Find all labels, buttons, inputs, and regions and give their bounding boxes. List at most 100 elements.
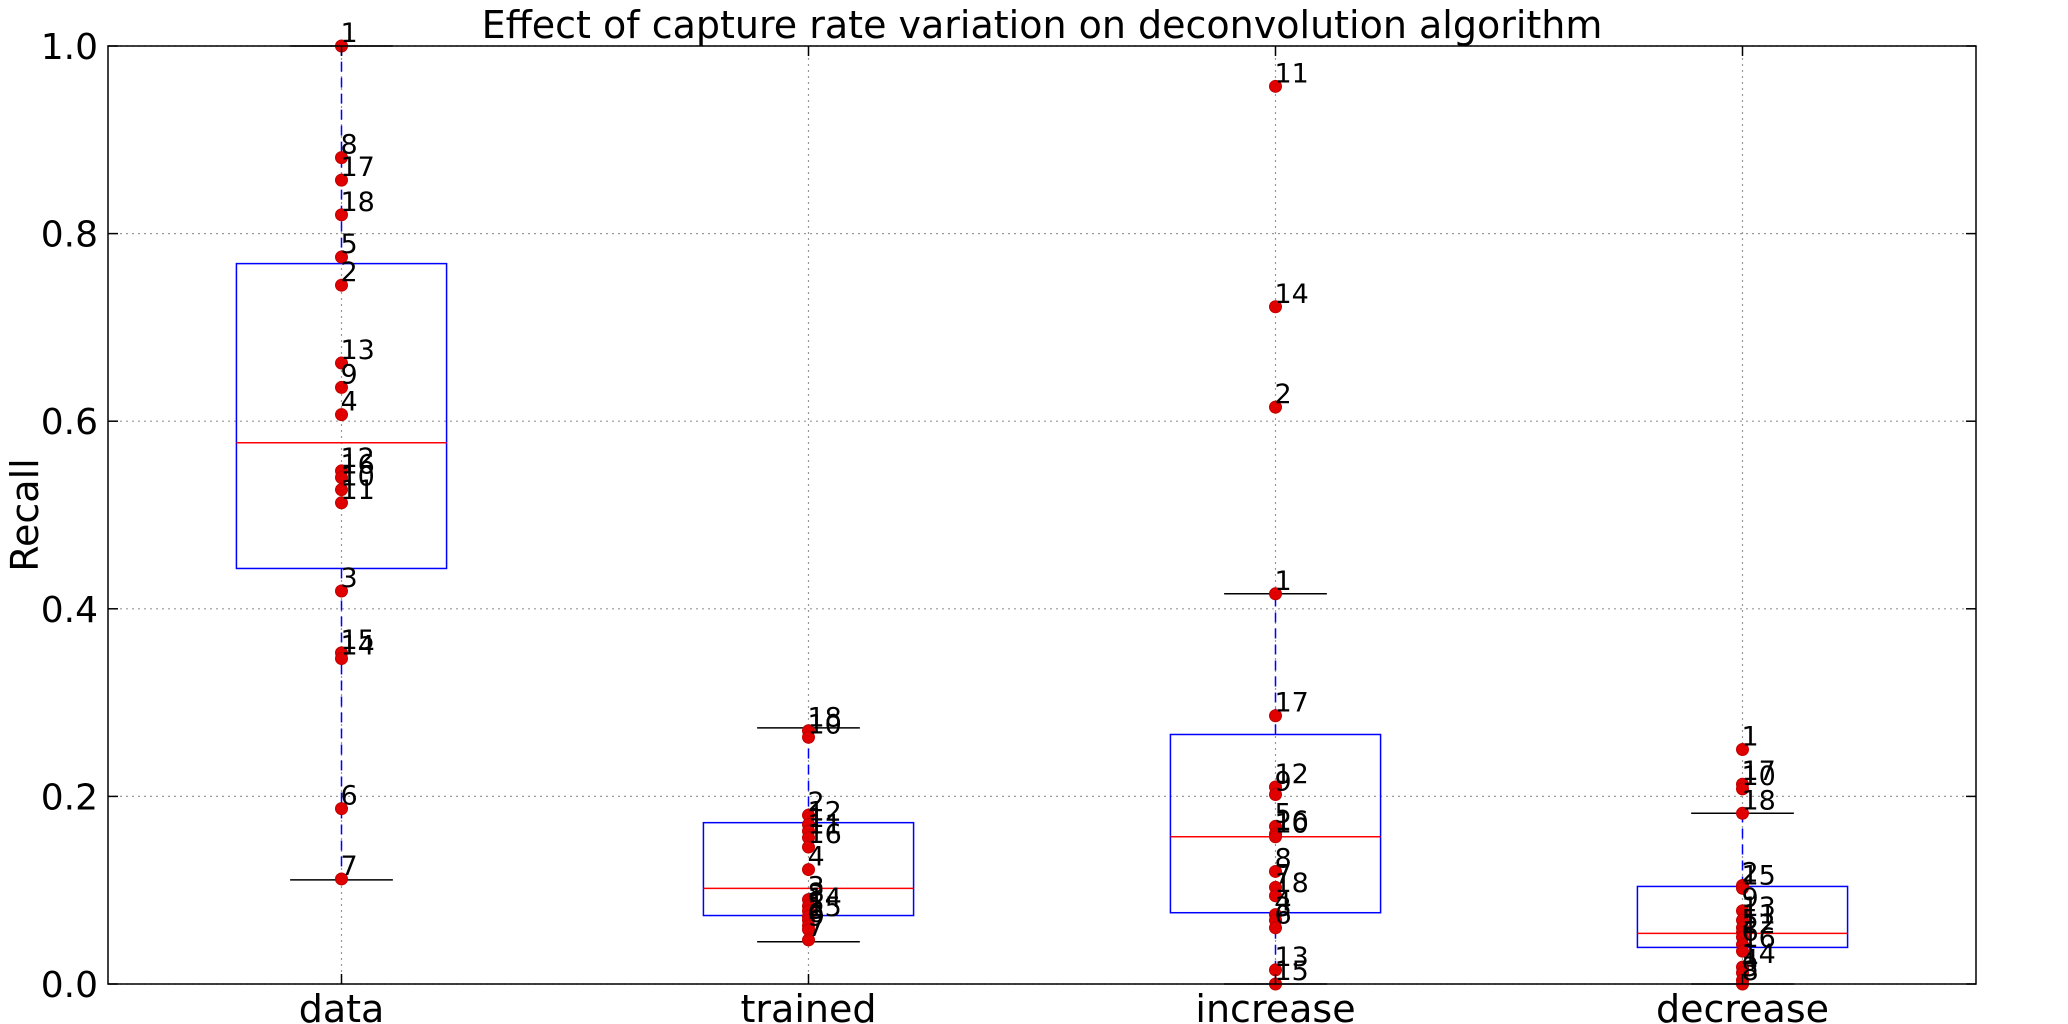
data-point-label: 18 (808, 703, 842, 734)
data-point-label: 14 (1742, 939, 1776, 970)
data-point-label: 17 (1742, 756, 1776, 787)
data-point-label: 14 (341, 631, 375, 662)
data-point-label: 2 (808, 787, 825, 818)
plot-frame (107, 45, 1977, 985)
data-point-label: 17 (341, 152, 375, 183)
data-point (1269, 788, 1282, 802)
data-point-label: 1 (808, 803, 825, 834)
data-point-label: 6 (1275, 900, 1292, 931)
data-point-label: 13 (1275, 942, 1309, 973)
data-point-label: 14 (808, 883, 842, 914)
data-point-label: 18 (1742, 785, 1776, 816)
y-tick-label: 0.4 (41, 590, 98, 631)
data-point-label: 9 (808, 902, 825, 933)
data-point-label: 12 (808, 797, 842, 828)
data-point-label: 10 (808, 709, 842, 740)
data-point (802, 840, 815, 854)
data-point (1269, 79, 1282, 93)
data-point (802, 863, 815, 877)
data-point-label: 4 (341, 387, 358, 418)
data-point (335, 652, 348, 666)
data-point (335, 408, 348, 422)
data-point (335, 483, 348, 497)
data-point (335, 208, 348, 222)
data-point (335, 584, 348, 598)
data-point (1269, 400, 1282, 414)
data-point (335, 356, 348, 370)
data-point (1269, 921, 1282, 935)
x-axis-ticks: data trained increase decrease (299, 46, 1829, 1024)
data-point-label: 6 (341, 781, 358, 812)
data-point (1269, 830, 1282, 844)
data-point-label: 13 (1742, 892, 1776, 923)
data-point-label: 8 (341, 130, 358, 161)
grid-lines (108, 45, 1976, 985)
data-point-label: 12 (341, 443, 375, 474)
y-tick-label: 1.0 (41, 27, 98, 68)
data-point-label: 9 (1275, 767, 1292, 798)
data-point-label: 4 (1275, 887, 1292, 918)
data-point-label: 11 (1275, 58, 1309, 89)
data-point-label: 5 (1742, 904, 1759, 935)
data-point-label: 12 (1275, 759, 1309, 790)
data-point-label: 18 (341, 187, 375, 218)
y-axis-ticks: 0.0 0.2 0.4 0.6 0.8 1.0 (41, 27, 1976, 1006)
x-category-label: decrease (1656, 987, 1829, 1024)
x-category-label: increase (1195, 987, 1355, 1024)
data-point (1269, 587, 1282, 601)
y-tick-label: 0.6 (41, 402, 98, 443)
data-point-label: 16 (1742, 923, 1776, 954)
data-point-label: 7 (808, 912, 825, 943)
data-point (1736, 806, 1749, 820)
data-point (802, 730, 815, 744)
data-point (1269, 864, 1282, 878)
data-point-label: 11 (1742, 900, 1776, 931)
data-point-label: 6 (808, 898, 825, 929)
data-point-label: 8 (1742, 956, 1759, 987)
data-point-label: 15 (1742, 860, 1776, 891)
data-point (335, 802, 348, 816)
data-point-label: 1 (341, 18, 358, 49)
data-point (1269, 300, 1282, 314)
data-point-label: 2 (341, 257, 358, 288)
data-point-label: 2 (1275, 379, 1292, 410)
chart-title: Effect of capture rate variation on deco… (482, 3, 1603, 47)
data-point-label: 16 (1275, 806, 1309, 837)
data-point (1269, 709, 1282, 723)
data-point-label: 2 (1742, 858, 1759, 889)
data-point-label: 16 (341, 449, 375, 480)
point-layer: 1817185213941216101131514671810212111164… (335, 18, 1776, 991)
data-point-label: 10 (1742, 761, 1776, 792)
data-point-label: 10 (341, 462, 375, 493)
data-point-label: 12 (1742, 909, 1776, 940)
data-point-label: 7 (1275, 859, 1292, 890)
data-point-label: 15 (341, 625, 375, 656)
data-point-label: 18 (1275, 868, 1309, 899)
data-point-label: 16 (808, 819, 842, 850)
data-point-label: 14 (1275, 279, 1309, 310)
data-point-label: 5 (1275, 798, 1292, 829)
data-point-label: 7 (341, 851, 358, 882)
data-point (802, 933, 815, 947)
data-point-label: 8 (1275, 843, 1292, 874)
data-point-label: 4 (1742, 945, 1759, 976)
data-point-label: 9 (341, 359, 358, 390)
data-point-label: 1 (1275, 566, 1292, 597)
data-point-label: 15 (808, 892, 842, 923)
data-point-label: 3 (808, 872, 825, 903)
data-point (1736, 782, 1749, 796)
data-point-label: 13 (341, 335, 375, 366)
x-category-label: data (299, 987, 385, 1024)
box-layer (235, 45, 1849, 985)
data-point-label: 1 (1742, 722, 1759, 753)
y-tick-label: 0.8 (41, 215, 98, 256)
data-point-label: 11 (808, 810, 842, 841)
data-point (1736, 881, 1749, 895)
data-point (1269, 889, 1282, 903)
data-point-label: 3 (1742, 952, 1759, 983)
data-point (335, 250, 348, 264)
data-point-label: 3 (341, 563, 358, 594)
data-point-label: 9 (1742, 883, 1759, 914)
data-point-label: 3 (1275, 892, 1292, 923)
